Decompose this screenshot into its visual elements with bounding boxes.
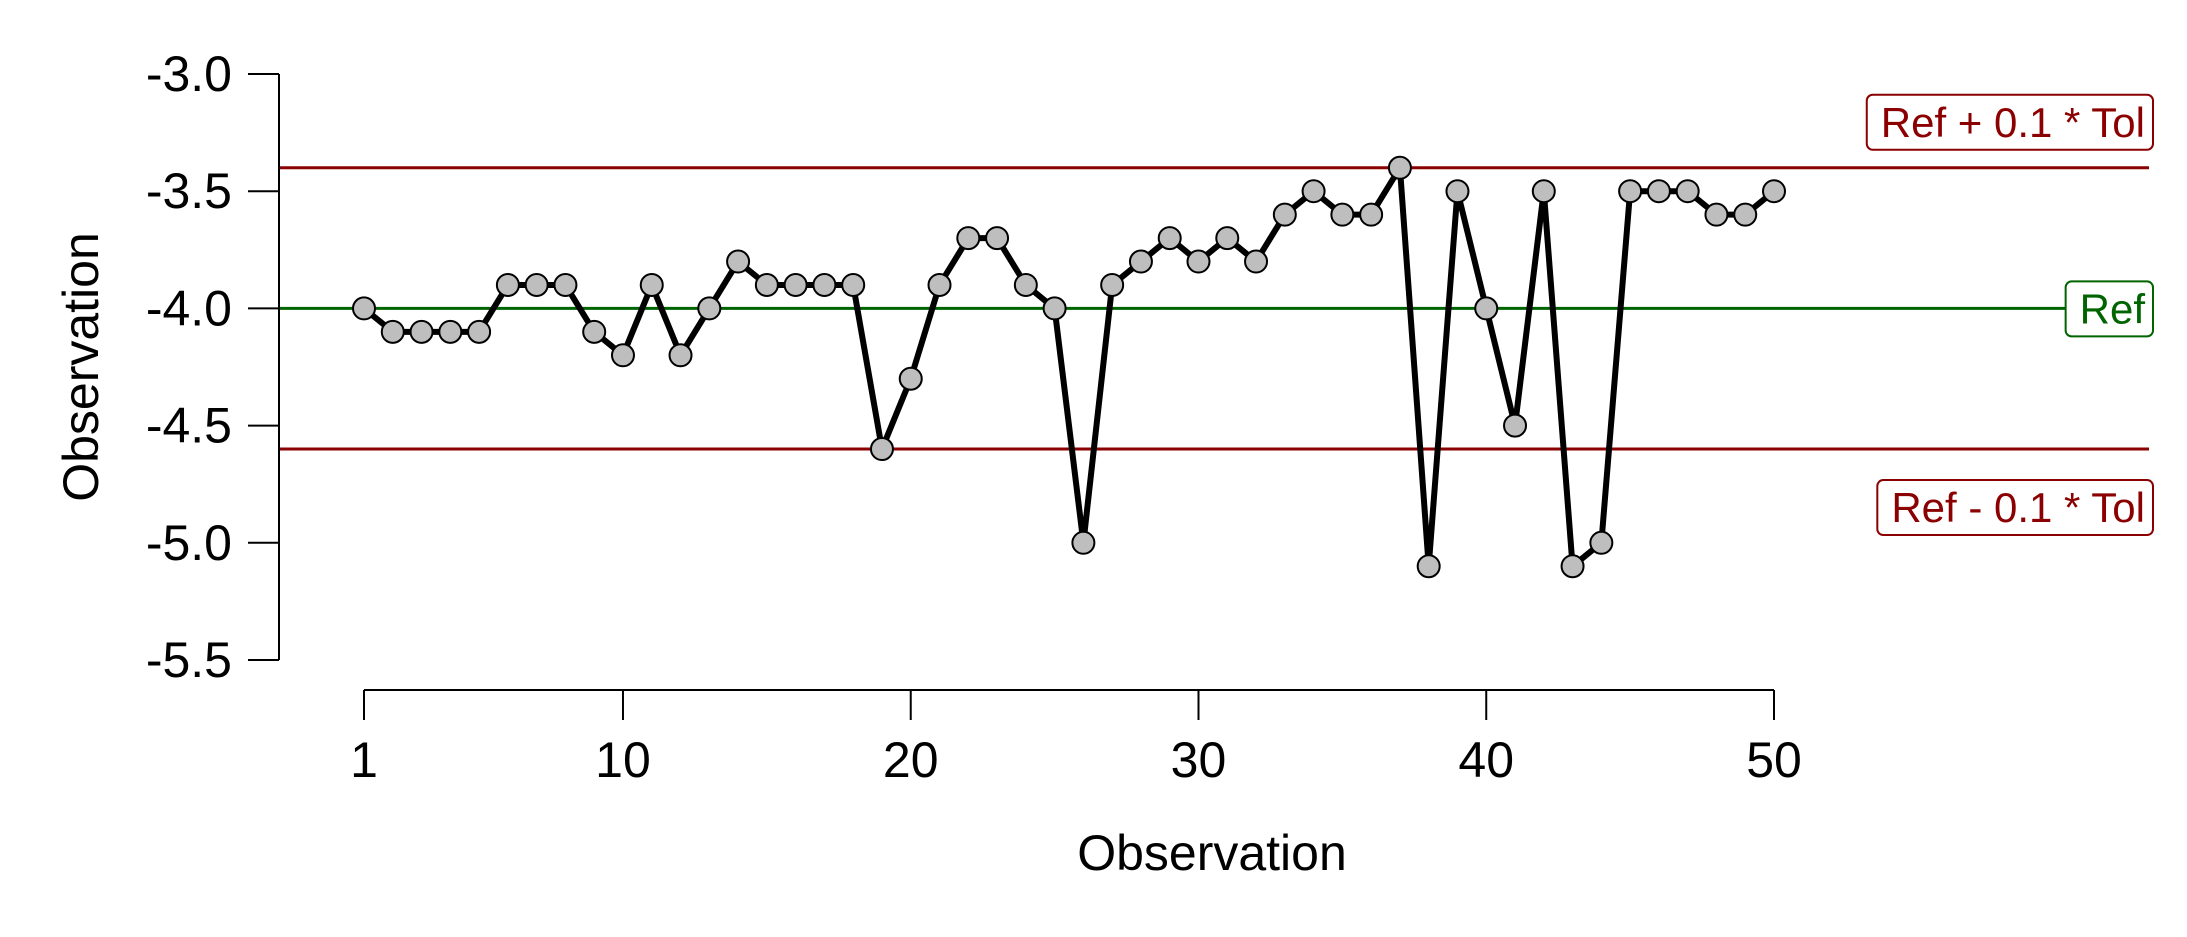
data-point xyxy=(726,249,751,274)
reference-label: Ref + 0.1 * Tol xyxy=(1881,99,2145,146)
reference-label-box xyxy=(1865,93,2154,151)
data-point xyxy=(1272,202,1297,227)
data-point xyxy=(1330,202,1355,227)
y-tick-label: -3.0 xyxy=(146,46,232,102)
data-point xyxy=(1646,179,1671,204)
reference-label: Ref xyxy=(2080,285,2146,332)
data-point xyxy=(1387,155,1412,180)
x-axis-label: Observation xyxy=(1077,825,1347,881)
x-tick-label: 10 xyxy=(595,732,651,788)
series xyxy=(352,155,1786,579)
y-tick-label: -4.0 xyxy=(146,280,232,336)
data-point xyxy=(1531,179,1556,204)
data-point xyxy=(409,319,434,344)
data-point xyxy=(985,226,1010,251)
x-tick-label: 30 xyxy=(1171,732,1227,788)
data-point xyxy=(495,272,520,297)
reference-lines: Ref + 0.1 * Tol Ref Ref - 0.1 * Tol xyxy=(279,93,2154,537)
axes xyxy=(278,74,1774,691)
data-point xyxy=(639,272,664,297)
data-point xyxy=(1186,249,1211,274)
y-tick-label: -3.5 xyxy=(146,163,232,219)
data-point xyxy=(1071,530,1096,555)
data-point xyxy=(352,296,376,321)
x-tick-label: 20 xyxy=(883,732,939,788)
data-point xyxy=(467,319,492,344)
data-point xyxy=(1560,554,1585,579)
data-point xyxy=(927,272,952,297)
data-point xyxy=(1445,179,1470,204)
data-point xyxy=(869,437,894,462)
x-ticks: 1 10 20 30 40 50 xyxy=(350,690,1802,788)
y-tick-label: -4.5 xyxy=(146,398,232,454)
data-point xyxy=(1589,530,1614,555)
data-point xyxy=(697,296,722,321)
data-point xyxy=(1733,202,1758,227)
reference-label: Ref - 0.1 * Tol xyxy=(1891,484,2145,531)
data-point xyxy=(582,319,607,344)
data-point xyxy=(1503,413,1528,438)
data-point xyxy=(1301,179,1326,204)
data-point xyxy=(438,319,463,344)
data-point xyxy=(956,226,981,251)
data-point xyxy=(1704,202,1729,227)
reference-label-box xyxy=(2064,280,2154,338)
data-point xyxy=(783,272,808,297)
data-point xyxy=(754,272,779,297)
data-point xyxy=(812,272,837,297)
data-point xyxy=(1762,179,1786,204)
data-point xyxy=(1474,296,1499,321)
x-tick-label: 50 xyxy=(1746,732,1802,788)
data-point xyxy=(1215,226,1240,251)
x-tick-label: 1 xyxy=(350,732,378,788)
y-tick-label: -5.5 xyxy=(146,632,232,688)
data-point xyxy=(380,319,405,344)
data-point xyxy=(898,366,923,391)
y-ticks: -3.0 -3.5 -4.0 -4.5 -5.0 -5.5 xyxy=(146,46,279,688)
reference-label-box xyxy=(1876,479,2154,537)
data-point xyxy=(1042,296,1067,321)
data-point xyxy=(1013,272,1038,297)
data-point xyxy=(1128,249,1153,274)
x-tick-label: 40 xyxy=(1458,732,1514,788)
y-tick-label: -5.0 xyxy=(146,515,232,571)
data-point xyxy=(1244,249,1269,274)
data-point xyxy=(610,343,635,368)
data-point xyxy=(553,272,578,297)
data-point xyxy=(1359,202,1384,227)
data-point xyxy=(1100,272,1125,297)
data-point xyxy=(524,272,549,297)
data-point xyxy=(1416,554,1441,579)
data-point xyxy=(1675,179,1700,204)
data-point xyxy=(841,272,866,297)
series-line xyxy=(362,164,1776,570)
data-point xyxy=(1618,179,1643,204)
data-point xyxy=(668,343,693,368)
y-axis-label: Observation xyxy=(53,232,109,502)
data-point xyxy=(1157,226,1182,251)
